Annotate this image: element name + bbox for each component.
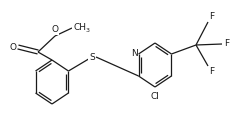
Text: O: O: [52, 25, 59, 34]
Text: O: O: [9, 42, 16, 51]
Text: Cl: Cl: [151, 92, 160, 101]
Text: F: F: [209, 12, 214, 21]
Text: 3: 3: [86, 29, 90, 34]
Text: F: F: [224, 40, 229, 48]
Text: CH: CH: [73, 23, 86, 32]
Text: N: N: [131, 48, 138, 58]
Text: S: S: [89, 53, 95, 61]
Text: F: F: [209, 67, 214, 76]
